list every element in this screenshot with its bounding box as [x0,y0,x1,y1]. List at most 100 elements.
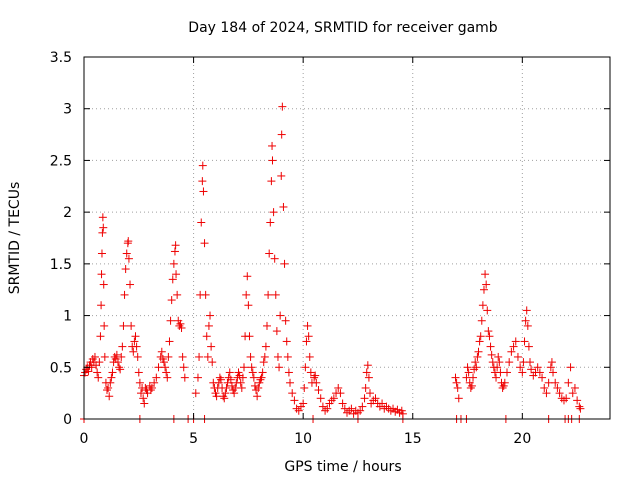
data-point [221,389,230,398]
data-point [252,386,261,395]
data-point [310,373,319,382]
data-point [235,371,244,380]
data-point [198,161,207,170]
data-point [502,368,511,377]
data-point [161,363,170,372]
data-point [130,337,139,346]
data-point [484,327,493,336]
y-tick-label: 0 [63,412,72,428]
x-tick-label: 0 [80,431,89,447]
data-point [162,368,171,377]
data-point [272,327,281,336]
data-point [172,270,181,279]
data-point [466,383,475,392]
data-point [294,406,303,415]
data-point [452,378,461,387]
data-point [157,347,166,356]
data-point [164,352,173,361]
y-tick-label: 3 [63,102,72,118]
data-point [239,363,248,372]
data-point [99,280,108,289]
data-point [300,383,309,392]
data-point [238,373,247,382]
data-point [306,368,315,377]
data-point [163,373,172,382]
data-point [485,332,494,341]
data-point [334,383,343,392]
data-point [479,285,488,294]
data-point [244,301,253,310]
data-point [201,290,210,299]
y-tick-label: 0.5 [50,360,72,376]
data-point [97,249,106,258]
data-point [94,373,103,382]
data-point [134,368,143,377]
y-tick-label: 2 [63,205,72,221]
data-point [476,332,485,341]
data-point [494,352,503,361]
data-point [562,394,571,403]
data-point [473,352,482,361]
data-point [249,373,258,382]
data-point [256,375,265,384]
data-point [100,352,109,361]
data-point [268,156,277,165]
data-point [542,389,551,398]
y-tick-label: 1.5 [50,257,72,273]
data-point [236,378,245,387]
data-point [150,378,159,387]
axis-ticks [83,56,610,420]
data-point [343,408,351,417]
data-point [304,332,313,341]
data-point [254,383,263,392]
data-point [260,352,269,361]
data-point [269,208,278,217]
data-point [166,316,175,325]
data-point [522,306,531,315]
data-point [146,386,155,395]
data-point [474,347,483,356]
data-point [165,337,174,346]
data-point [257,373,266,382]
data-point [200,239,209,248]
data-point [230,389,239,398]
data-point [472,363,481,372]
data-point [463,363,472,372]
data-point [453,383,462,392]
data-point [575,402,584,411]
data-point [97,270,106,279]
data-point [451,373,460,382]
data-point [197,218,206,227]
data-point [314,386,323,395]
data-point [207,342,216,351]
data-point [366,389,375,398]
data-point [248,368,257,377]
data-point [242,290,251,299]
data-point [133,352,142,361]
data-point [225,368,234,377]
data-point [261,342,270,351]
data-point [329,394,338,403]
data-point [227,381,236,390]
data-point [535,368,544,377]
data-point [318,402,327,411]
data-point [199,187,208,196]
data-point [316,394,325,403]
data-point [347,404,356,413]
data-point [93,368,102,377]
data-point [516,363,525,372]
data-point [311,371,320,380]
data-point [282,337,291,346]
data-point [486,342,495,351]
data-point [195,352,204,361]
data-point [104,383,113,392]
data-point [481,270,490,279]
y-tick-label: 3.5 [50,50,72,66]
data-point [90,352,99,361]
data-point [118,342,127,351]
data-point [253,392,262,401]
data-point [507,347,516,356]
data-point [498,383,507,392]
data-point [268,141,277,150]
